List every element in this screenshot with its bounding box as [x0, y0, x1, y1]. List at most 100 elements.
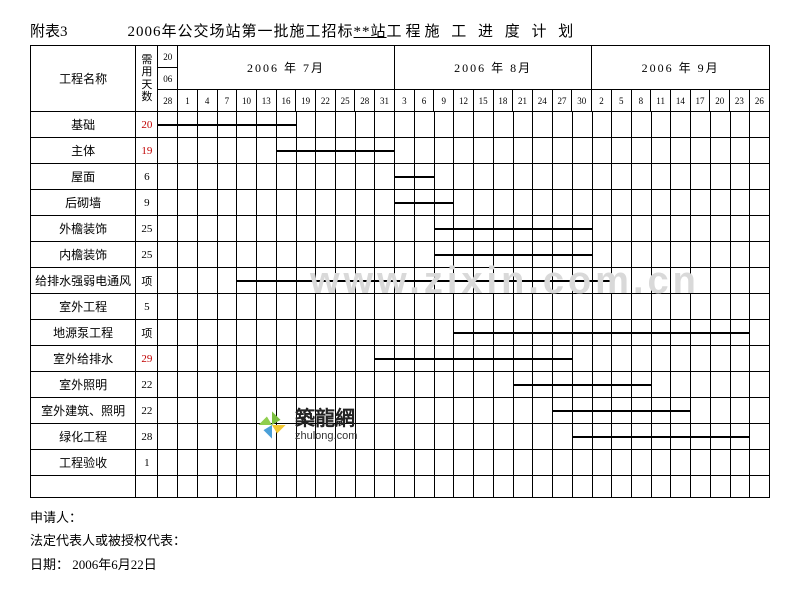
- task-row: 外檐装饰25: [31, 216, 770, 242]
- gantt-bar: [158, 124, 296, 126]
- task-row: 后砌墙9: [31, 190, 770, 216]
- grid-bg: [158, 294, 769, 319]
- col-header-day: 3: [394, 90, 414, 112]
- col-header-day: 14: [670, 90, 690, 112]
- col-header-day: 30: [572, 90, 592, 112]
- task-days-cell: 1: [136, 450, 158, 476]
- col-header-name: 工程名称: [31, 46, 136, 112]
- spacer-cell: [136, 476, 158, 498]
- task-days-cell: 6: [136, 164, 158, 190]
- task-row: 基础20: [31, 112, 770, 138]
- spacer-cell: [31, 476, 136, 498]
- col-header-month: 2006 年 7月: [178, 46, 395, 90]
- task-row: 室外照明22: [31, 372, 770, 398]
- col-header-day: 1: [178, 90, 198, 112]
- task-name-cell: 室外照明: [31, 372, 136, 398]
- col-header-day: 2: [592, 90, 612, 112]
- task-bar-area: [158, 450, 770, 476]
- title-suffix: 工程施 工 进 度 计 划: [387, 24, 578, 40]
- task-days-cell: 项: [136, 320, 158, 346]
- task-days-cell: 项: [136, 268, 158, 294]
- task-name-cell: 室外工程: [31, 294, 136, 320]
- col-header-m0b: 06: [158, 68, 178, 90]
- spacer-grid: [158, 476, 770, 498]
- gantt-bar: [552, 410, 690, 412]
- col-header-m0a: 20: [158, 46, 178, 68]
- task-name-cell: 绿化工程: [31, 424, 136, 450]
- task-days-cell: 22: [136, 398, 158, 424]
- task-name-cell: 屋面: [31, 164, 136, 190]
- task-days-cell: 25: [136, 216, 158, 242]
- col-header-day: 16: [276, 90, 296, 112]
- col-header-day: 27: [552, 90, 572, 112]
- col-header-day: 18: [493, 90, 513, 112]
- col-header-day: 10: [237, 90, 257, 112]
- col-header-day: 22: [316, 90, 336, 112]
- task-row: 地源泵工程项: [31, 320, 770, 346]
- task-name-cell: 室外建筑、照明: [31, 398, 136, 424]
- task-bar-area: [158, 112, 770, 138]
- task-bar-area: [158, 190, 770, 216]
- gantt-table: 工程名称需用天数202006 年 7月2006 年 8月2006 年 9月062…: [30, 45, 770, 498]
- col-header-day: 31: [375, 90, 395, 112]
- task-row: 室外给排水29: [31, 346, 770, 372]
- task-bar-area: [158, 242, 770, 268]
- grid-bg: [158, 190, 769, 215]
- gantt-bar: [513, 384, 651, 386]
- spacer-row: [31, 476, 770, 498]
- gantt-bar: [395, 202, 454, 204]
- col-header-day: 24: [532, 90, 552, 112]
- task-days-cell: 20: [136, 112, 158, 138]
- task-row: 内檐装饰25: [31, 242, 770, 268]
- task-name-cell: 基础: [31, 112, 136, 138]
- footer-representative: 法定代表人或被授权代表：: [30, 529, 770, 552]
- col-header-day: 15: [473, 90, 493, 112]
- task-row: 绿化工程28: [31, 424, 770, 450]
- col-header-day: 4: [197, 90, 217, 112]
- task-days-cell: 5: [136, 294, 158, 320]
- col-header-day: 12: [454, 90, 474, 112]
- task-bar-area: [158, 294, 770, 320]
- task-bar-area: [158, 320, 770, 346]
- task-bar-area: [158, 216, 770, 242]
- col-header-day: 5: [611, 90, 631, 112]
- brand-en: zhulong.com: [295, 430, 357, 442]
- task-days-cell: 22: [136, 372, 158, 398]
- col-header-day: 17: [690, 90, 710, 112]
- col-header-day: 7: [217, 90, 237, 112]
- task-row: 室外建筑、照明22: [31, 398, 770, 424]
- col-header-day: 11: [651, 90, 671, 112]
- task-bar-area: [158, 398, 770, 424]
- gantt-bar: [434, 254, 592, 256]
- task-days-cell: 29: [136, 346, 158, 372]
- col-header-day: 28: [355, 90, 375, 112]
- task-bar-area: [158, 164, 770, 190]
- col-header-day: 28: [158, 90, 178, 112]
- title-underline: **站: [354, 24, 387, 40]
- col-header-day: 26: [749, 90, 769, 112]
- col-header-day: 6: [414, 90, 434, 112]
- task-bar-area: [158, 268, 770, 294]
- grid-bg: [158, 450, 769, 475]
- grid-bg: [158, 372, 769, 397]
- task-row: 主体19: [31, 138, 770, 164]
- col-header-month: 2006 年 9月: [592, 46, 770, 90]
- task-name-cell: 工程验收: [31, 450, 136, 476]
- gantt-bar: [454, 332, 749, 334]
- task-name-cell: 外檐装饰: [31, 216, 136, 242]
- attach-number: 附表3: [30, 20, 68, 41]
- brand-text: 築龍網 zhulong.com: [295, 408, 357, 442]
- task-name-cell: 地源泵工程: [31, 320, 136, 346]
- col-header-month: 2006 年 8月: [394, 46, 591, 90]
- task-row: 工程验收1: [31, 450, 770, 476]
- task-days-cell: 25: [136, 242, 158, 268]
- page-title: 2006年公交场站第一批施工招标**站工程施 工 进 度 计 划: [128, 20, 578, 41]
- col-header-day: 8: [631, 90, 651, 112]
- pinwheel-icon: [255, 408, 289, 442]
- task-name-cell: 主体: [31, 138, 136, 164]
- brand-cn: 築龍網: [295, 408, 357, 430]
- col-header-day: 19: [296, 90, 316, 112]
- task-name-cell: 后砌墙: [31, 190, 136, 216]
- task-row: 给排水强弱电通风项: [31, 268, 770, 294]
- gantt-bar: [375, 358, 572, 360]
